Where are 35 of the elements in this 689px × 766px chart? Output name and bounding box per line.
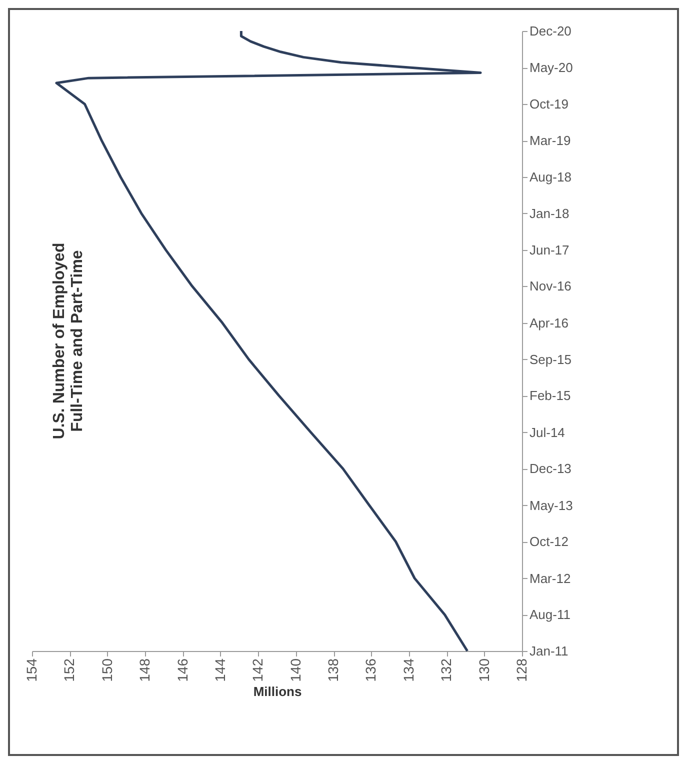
x-tick-label: 152 bbox=[61, 658, 78, 682]
x-tick-label: 150 bbox=[98, 658, 115, 682]
y-tick-label: May-13 bbox=[530, 498, 573, 513]
y-tick-label: Oct-12 bbox=[530, 534, 569, 550]
x-tick-label: 136 bbox=[362, 658, 379, 682]
y-tick-label: Dec-20 bbox=[530, 24, 572, 38]
x-tick-label: 144 bbox=[212, 658, 228, 682]
y-tick-label: Jun-17 bbox=[530, 242, 570, 258]
y-tick-label: Nov-16 bbox=[530, 278, 572, 294]
x-tick-label: 154 bbox=[24, 658, 40, 682]
text: U.S. Number of Employed bbox=[51, 242, 68, 440]
y-tick-label: Mar-12 bbox=[530, 570, 571, 586]
y-tick-label: Apr-16 bbox=[530, 315, 569, 330]
x-tick-label: 134 bbox=[400, 658, 416, 682]
y-tick-label: Jan-18 bbox=[530, 206, 570, 221]
y-tick-label: Oct-19 bbox=[530, 96, 569, 112]
y-tick-label: Sep-15 bbox=[530, 352, 572, 367]
y-tick-label: May-20 bbox=[530, 60, 573, 76]
y-tick-label: Aug-11 bbox=[530, 607, 570, 622]
x-tick-label: 142 bbox=[250, 658, 266, 682]
y-tick-label: Jul-14 bbox=[530, 424, 565, 440]
text: Full-Time and Part-Time bbox=[69, 250, 86, 432]
y-tick-label: Mar-19 bbox=[530, 133, 571, 148]
x-tick-label: 140 bbox=[287, 658, 304, 682]
x-tick-label: 148 bbox=[136, 658, 153, 682]
y-tick-label: Dec-13 bbox=[530, 461, 572, 476]
x-tick-label: 128 bbox=[514, 658, 530, 682]
y-tick-label: Feb-15 bbox=[530, 388, 571, 404]
x-tick-label: 138 bbox=[325, 658, 342, 682]
x-axis-title: Millions bbox=[253, 684, 302, 699]
y-tick-label: Aug-18 bbox=[530, 170, 572, 185]
x-tick-label: 130 bbox=[476, 658, 492, 682]
x-tick-label: 146 bbox=[174, 658, 190, 682]
y-tick-label: Jan-11 bbox=[530, 644, 568, 658]
x-tick-label: 132 bbox=[438, 658, 454, 682]
